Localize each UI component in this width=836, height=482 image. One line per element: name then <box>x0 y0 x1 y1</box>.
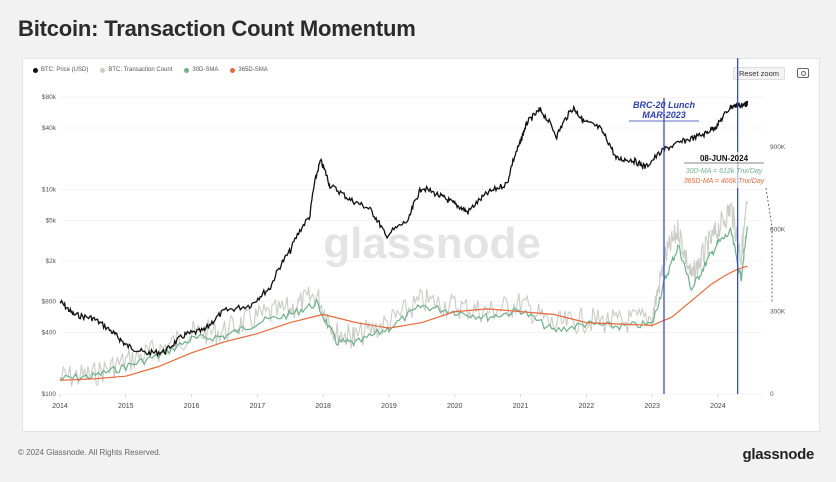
legend-item-sma365[interactable]: 365D-SMA <box>230 67 268 73</box>
legend-swatch-tx <box>100 67 106 73</box>
y-right-tick-label: 900K <box>770 144 786 151</box>
page-title: Bitcoin: Transaction Count Momentum <box>18 16 416 41</box>
series-30d-sma <box>59 226 748 382</box>
legend-swatch-price <box>33 67 38 73</box>
snapshot-sma30: 30D-MA = 612k Tnx/Day <box>686 168 763 175</box>
y-left-tick-label: $800 <box>42 299 57 306</box>
x-tick-label: 2021 <box>513 403 529 410</box>
y-right-tick-label: 0 <box>770 391 774 398</box>
x-tick-label: 2017 <box>250 403 266 410</box>
y-left-tick-label: $100 <box>42 391 57 398</box>
y-left-tick-label: $5k <box>46 217 57 224</box>
y-left-tick-label: $40k <box>42 125 57 132</box>
y-left-tick-label: $80k <box>42 94 57 101</box>
y-left-tick-label: $10k <box>42 187 57 194</box>
snapshot-box <box>678 152 770 188</box>
chart-panel: BTC: Price (USD) BTC: Transaction Count … <box>22 58 820 432</box>
series-365d-sma <box>59 265 748 381</box>
legend-swatch-sma365 <box>230 67 236 73</box>
x-tick-label: 2016 <box>184 403 200 410</box>
x-tick-label: 2014 <box>52 403 68 410</box>
legend-swatch-sma30 <box>184 67 190 73</box>
series-btc-price <box>59 100 749 358</box>
annot-brc20-date: MAR-2023 <box>642 110 686 120</box>
glassnode-logo: glassnode <box>742 446 815 463</box>
x-tick-label: 2015 <box>118 403 134 410</box>
footer-copyright: © 2024 Glassnode. All Rights Reserved. <box>18 448 161 457</box>
x-tick-label: 2024 <box>710 403 726 410</box>
legend-label-sma365: 365D-SMA <box>238 67 268 73</box>
watermark: glassnode <box>323 219 541 268</box>
legend-item-sma30[interactable]: 30D-SMA <box>184 67 218 73</box>
legend-label-price: BTC: Price (USD) <box>41 67 89 73</box>
camera-icon[interactable] <box>797 68 809 78</box>
y-right-tick-label: 600K <box>770 226 786 233</box>
snapshot-date: 08-JUN-2024 <box>700 154 749 163</box>
snapshot-connector <box>765 187 773 302</box>
y-right-tick-label: 300K <box>770 309 786 316</box>
legend-label-sma30: 30D-SMA <box>192 67 219 73</box>
reset-zoom-button[interactable]: Reset zoom <box>732 67 785 80</box>
legend-item-price[interactable]: BTC: Price (USD) <box>33 67 88 73</box>
chart-legend: BTC: Price (USD) BTC: Transaction Count … <box>33 67 268 73</box>
x-tick-label: 2023 <box>644 403 660 410</box>
x-tick-label: 2019 <box>381 403 397 410</box>
annot-brc20-title: BRC-20 Lunch <box>633 100 696 110</box>
legend-item-tx[interactable]: BTC: Transaction Count <box>100 67 172 73</box>
legend-label-tx: BTC: Transaction Count <box>108 67 173 73</box>
series-tx-count <box>59 200 748 387</box>
x-tick-label: 2022 <box>579 403 595 410</box>
y-left-tick-label: $2k <box>46 258 57 265</box>
x-tick-label: 2020 <box>447 403 463 410</box>
y-left-tick-label: $400 <box>42 329 57 336</box>
x-tick-label: 2018 <box>315 403 331 410</box>
chart-svg: glassnode $100 $400 $800 $2k $5k $10k $40k $80k 0… <box>42 58 786 410</box>
snapshot-sma365: 365D-MA = 466k Tnx/Day <box>684 178 765 185</box>
